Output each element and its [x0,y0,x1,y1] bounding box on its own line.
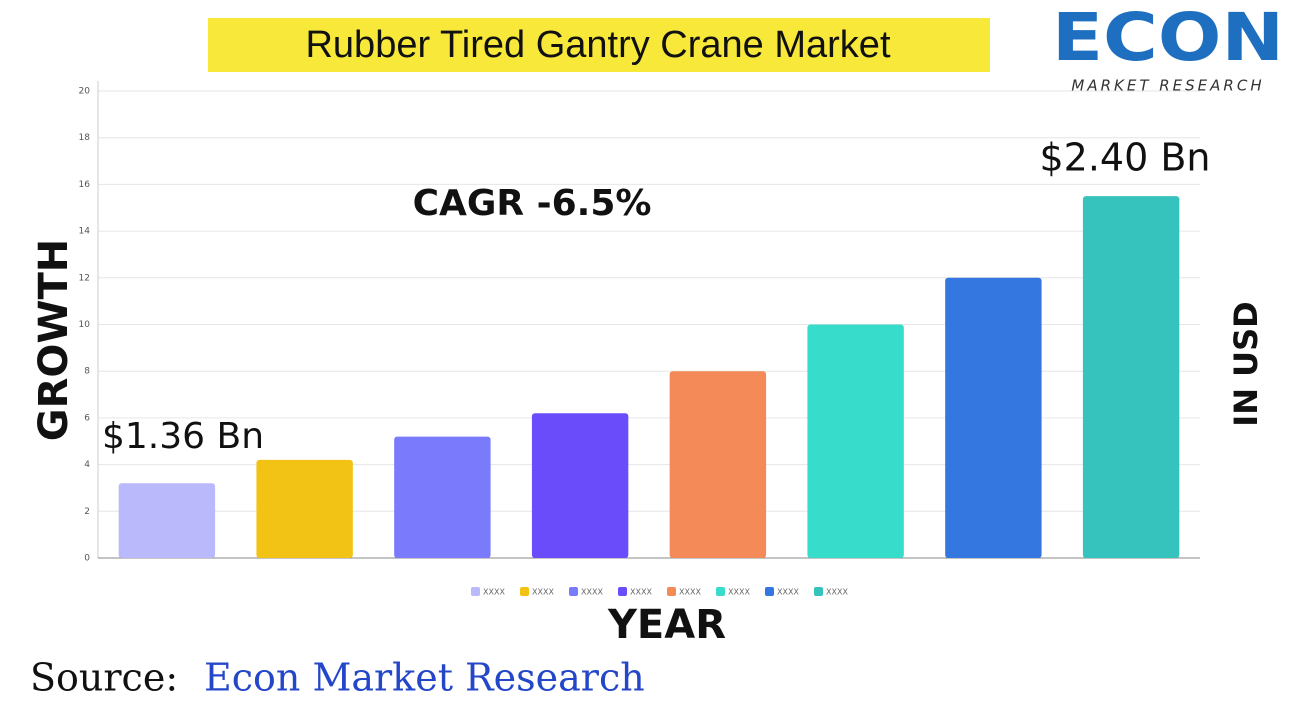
y-tick-label: 2 [84,507,90,517]
title-highlight [208,18,990,72]
bar [807,324,904,558]
y-tick-label: 16 [79,180,91,190]
x-axis-label: YEAR [607,602,726,648]
y-tick-label: 10 [79,320,91,330]
y-axis-label: GROWTH [31,239,77,442]
annotation: $2.40 Bn [1039,136,1210,180]
y-tick-label: 6 [84,413,90,423]
legend-swatch [618,587,627,596]
legend-label: XXXX [532,588,554,597]
logo-tagline: MARKET RESEARCH [1071,77,1264,95]
bar [1082,196,1180,558]
bar [394,436,491,558]
legend-label: XXXX [630,588,652,597]
annotation: CAGR -6.5% [413,183,652,224]
legend-swatch [765,587,774,596]
y-tick-label: 14 [79,227,91,237]
legend-label: XXXX [581,588,603,597]
y-tick-label: 0 [84,554,90,564]
logo-name: ECON [1052,0,1284,76]
legend-swatch [520,587,529,596]
y2-axis-label: IN USD [1227,301,1265,426]
source-name: Econ Market Research [204,656,645,700]
y-tick-label: 8 [84,367,90,377]
legend-label: XXXX [777,588,799,597]
bar [256,459,353,558]
bar [118,483,216,558]
bar [531,413,629,558]
chart-title: Rubber Tired Gantry Crane Market [305,24,890,66]
y-tick-label: 18 [79,133,91,143]
legend-swatch [814,587,823,596]
legend-label: XXXX [728,588,750,597]
legend-label: XXXX [483,588,505,597]
legend-label: XXXX [826,588,848,597]
legend-swatch [716,587,725,596]
annotation: $1.36 Bn [102,416,264,457]
legend-label: XXXX [679,588,701,597]
y-tick-label: 20 [79,87,91,97]
legend-swatch [667,587,676,596]
bar [945,277,1042,558]
bar [669,371,767,558]
y-tick-label: 12 [79,273,90,283]
legend-swatch [569,587,578,596]
source-label: Source: [30,656,178,700]
y-tick-label: 4 [84,460,90,470]
legend-swatch [471,587,480,596]
